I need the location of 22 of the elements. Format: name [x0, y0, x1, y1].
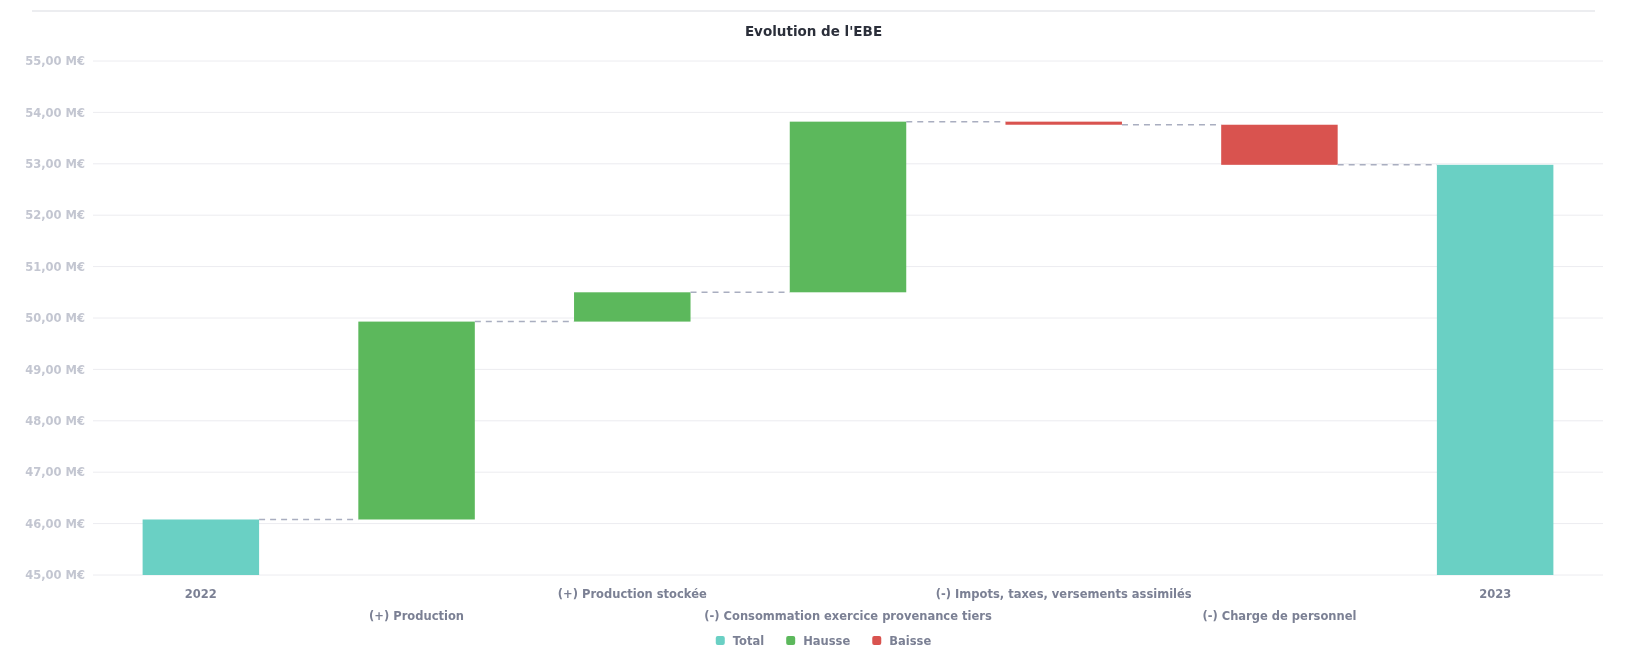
x-tick-label: (-) Impots, taxes, versements assimilés	[935, 587, 1192, 601]
x-tick-label: (-) Consommation exercice provenance tiers	[704, 609, 992, 623]
y-tick-label: 46,00 M€	[25, 516, 85, 531]
legend-label: Hausse	[803, 634, 851, 648]
legend-label: Baisse	[889, 634, 932, 648]
y-tick-label: 48,00 M€	[25, 413, 85, 428]
x-tick-label: 2022	[184, 587, 217, 601]
y-tick-label: 53,00 M€	[25, 156, 85, 171]
x-tick-label: (+) Production	[369, 609, 465, 623]
x-tick-label: 2023	[1479, 587, 1512, 601]
y-tick-label: 49,00 M€	[25, 362, 85, 377]
x-tick-label: (+) Production stockée	[557, 587, 707, 601]
x-tick-label: (-) Charge de personnel	[1202, 609, 1357, 623]
legend-label: Total	[732, 634, 765, 648]
chart-title: Evolution de l'EBE	[744, 23, 883, 39]
y-tick-label: 55,00 M€	[25, 54, 85, 69]
y-tick-label: 47,00 M€	[25, 465, 85, 480]
y-tick-label: 52,00 M€	[25, 208, 85, 223]
y-tick-label: 50,00 M€	[25, 311, 85, 326]
y-tick-label: 54,00 M€	[25, 105, 85, 120]
y-tick-label: 51,00 M€	[25, 259, 85, 274]
y-tick-label: 45,00 M€	[25, 568, 85, 583]
